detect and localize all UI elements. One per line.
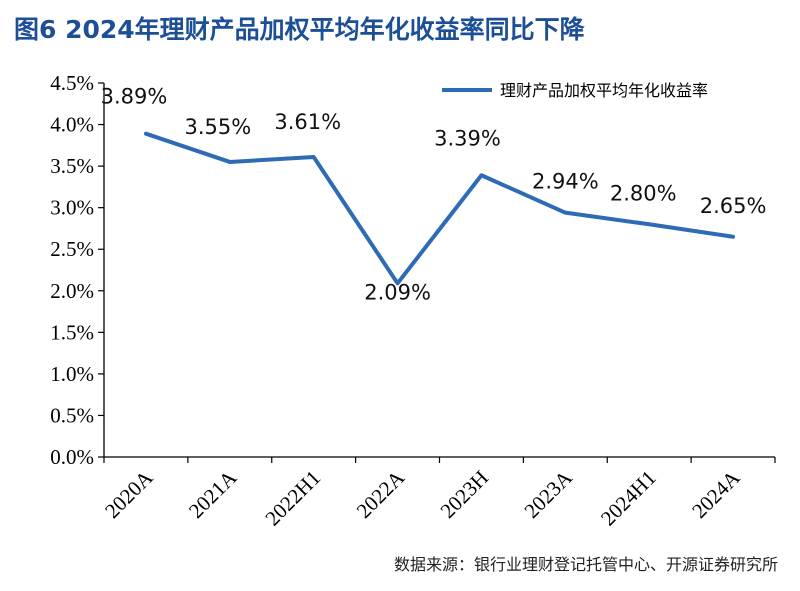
data-label: 2.94% xyxy=(532,170,599,194)
data-point xyxy=(312,155,316,159)
data-point xyxy=(479,173,483,177)
data-label: 2.09% xyxy=(364,280,431,304)
data-point xyxy=(731,235,735,239)
y-tick-label: 2.5% xyxy=(50,237,94,261)
y-tick-label: 0.0% xyxy=(50,445,94,469)
data-label: 3.61% xyxy=(274,110,341,134)
y-tick-label: 3.5% xyxy=(50,154,94,178)
x-tick-label: 2024A xyxy=(687,465,745,523)
y-tick-label: 1.5% xyxy=(50,320,94,344)
data-point xyxy=(563,211,567,215)
data-point xyxy=(396,281,400,285)
x-tick-label: 2023A xyxy=(519,465,577,523)
data-label: 2.65% xyxy=(700,194,767,218)
y-tick-label: 3.0% xyxy=(50,196,94,220)
x-tick-label: 2022H1 xyxy=(260,466,325,531)
y-tick-label: 1.0% xyxy=(50,362,94,386)
source-note: 数据来源：银行业理财登记托管中心、开源证券研究所 xyxy=(393,555,778,574)
y-tick-label: 2.0% xyxy=(50,279,94,303)
series-layer xyxy=(143,131,736,286)
legend: 理财产品加权平均年化收益率 xyxy=(442,81,708,100)
x-tick-label: 2021A xyxy=(184,465,242,523)
x-tick-label: 2023H xyxy=(436,466,493,523)
series-line xyxy=(143,131,736,286)
data-point xyxy=(647,222,651,226)
y-axis-ticks: 0.0% 0.5% 1.0% 1.5% 2.0% 2.5% 3.0% 3.5% 4.0% 4.5% xyxy=(50,71,104,469)
data-label: 2.80% xyxy=(610,181,677,205)
data-label: 3.39% xyxy=(434,126,501,150)
data-labels: 3.89% 3.55% 3.61% 2.09% 3.39% 2.94% 2.80% 2.65% xyxy=(101,85,767,305)
x-tick-label: 2024H1 xyxy=(596,466,661,531)
y-tick-label: 0.5% xyxy=(50,403,94,427)
figure-title: 图6 2024年理财产品加权平均年化收益率同比下降 xyxy=(14,15,585,44)
legend-label: 理财产品加权平均年化收益率 xyxy=(500,81,708,100)
y-tick-label: 4.0% xyxy=(50,113,94,137)
x-tick-label: 2022A xyxy=(352,465,410,523)
data-point xyxy=(144,132,148,136)
y-tick-label: 4.5% xyxy=(50,71,94,95)
data-label: 3.89% xyxy=(101,85,168,109)
data-label: 3.55% xyxy=(184,115,251,139)
data-point xyxy=(228,160,232,164)
x-tick-label: 2020A xyxy=(100,465,158,523)
x-axis-ticks: 2020A 2021A 2022H1 2022A 2023H 2023A 2024H1 202… xyxy=(100,457,776,531)
